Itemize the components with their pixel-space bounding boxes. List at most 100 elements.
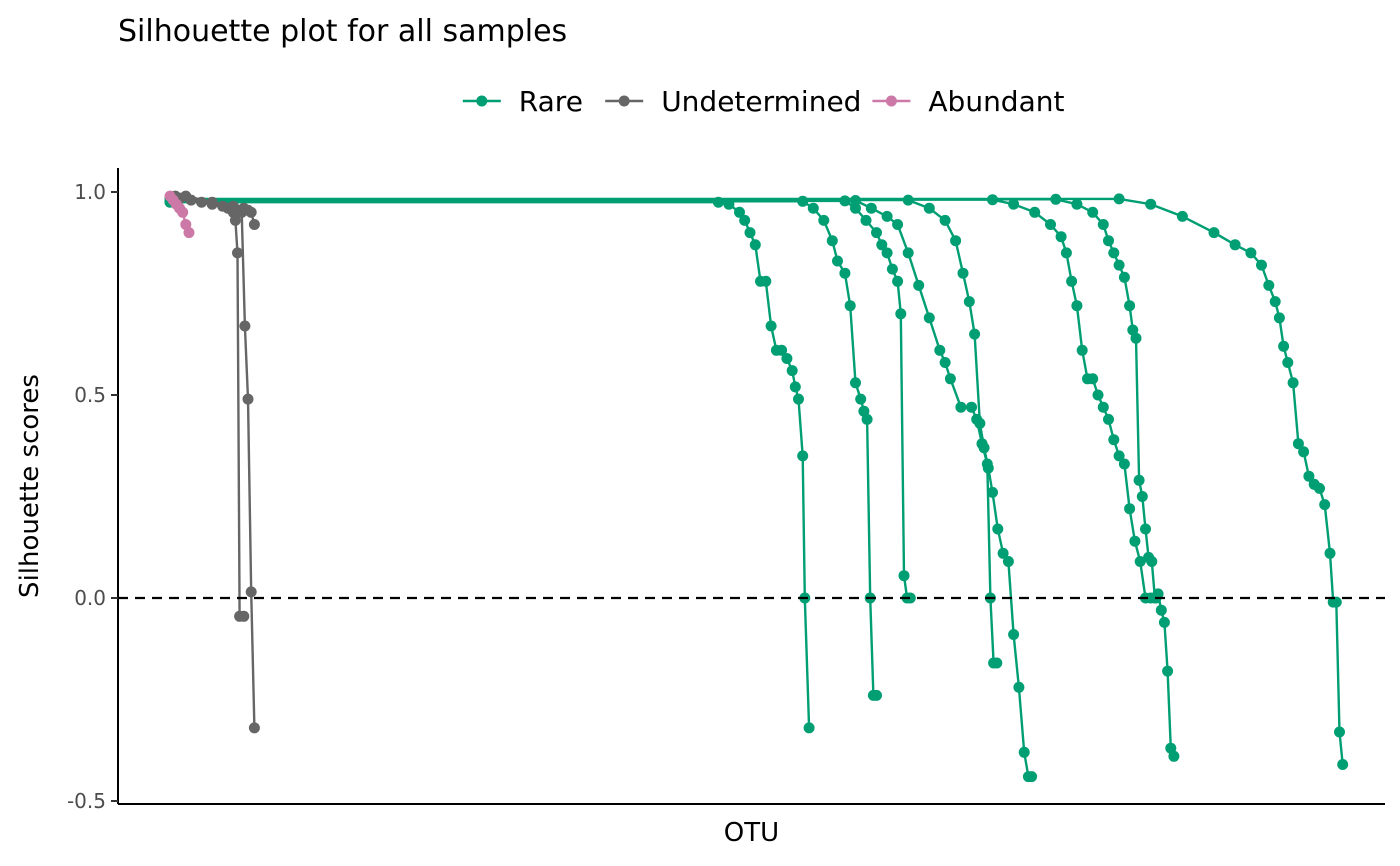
data-point — [739, 214, 751, 226]
data-point — [1071, 300, 1083, 312]
data-point — [1256, 259, 1267, 271]
data-point — [183, 227, 195, 239]
plot-area — [118, 190, 1385, 783]
data-point — [1337, 759, 1349, 770]
y-ticks: -0.5 0.0 0.5 1.0 — [67, 180, 118, 813]
data-point — [1113, 193, 1125, 205]
data-point — [1103, 413, 1114, 425]
data-point — [760, 275, 772, 287]
data-point — [934, 344, 946, 356]
series-undetermined — [169, 190, 260, 734]
data-point — [881, 210, 893, 222]
legend-key-point — [476, 95, 488, 107]
data-point — [1303, 470, 1315, 482]
data-point — [855, 393, 867, 405]
data-point — [1208, 227, 1220, 239]
data-point — [1113, 259, 1125, 271]
data-point — [955, 401, 967, 413]
data-point — [982, 462, 994, 474]
data-point — [939, 214, 951, 226]
data-point — [1124, 503, 1136, 515]
data-point — [923, 312, 935, 324]
legend-item-abundant: Abundant — [872, 85, 1064, 118]
data-point — [861, 413, 873, 425]
data-point — [1097, 401, 1109, 413]
data-point — [232, 247, 243, 259]
data-point — [850, 377, 861, 389]
data-point — [1155, 604, 1167, 616]
data-point — [991, 657, 1003, 669]
data-point — [248, 722, 260, 734]
data-point — [826, 235, 838, 247]
data-point — [895, 308, 907, 320]
legend-key-point — [618, 95, 630, 107]
data-point — [978, 442, 990, 454]
data-point — [776, 344, 788, 356]
data-point — [245, 206, 257, 218]
data-point — [1245, 247, 1257, 259]
data-point — [177, 206, 189, 218]
series-line — [170, 200, 811, 728]
data-point — [789, 381, 801, 393]
y-tick-label: 0.0 — [74, 586, 106, 610]
data-point — [1136, 491, 1148, 502]
series-line — [180, 196, 256, 728]
data-point — [1278, 340, 1290, 352]
data-point — [876, 239, 888, 251]
data-point — [1229, 239, 1241, 251]
data-point — [248, 219, 260, 230]
data-point — [749, 239, 761, 251]
data-point — [997, 547, 1009, 559]
y-axis-title: Silhouette scores — [15, 374, 45, 598]
axes: -0.5 0.0 0.5 1.0 — [67, 168, 1385, 813]
series-abundant — [164, 190, 195, 239]
data-point — [1092, 389, 1104, 401]
data-point — [832, 255, 843, 267]
data-point — [1108, 434, 1120, 446]
data-point — [1129, 535, 1141, 547]
data-point — [1269, 296, 1281, 308]
data-point — [1118, 458, 1130, 470]
data-point — [1134, 556, 1146, 567]
data-point — [1071, 198, 1083, 210]
data-point — [987, 486, 998, 498]
legend-label: Undetermined — [661, 85, 861, 118]
data-point — [860, 214, 872, 226]
data-point — [1292, 438, 1304, 450]
data-point — [1324, 547, 1336, 559]
legend-label: Abundant — [928, 85, 1064, 118]
data-point — [206, 196, 218, 208]
data-point — [803, 722, 815, 734]
data-point — [881, 247, 893, 259]
data-point — [969, 328, 981, 340]
data-point — [1133, 474, 1145, 486]
series-layer — [164, 190, 1349, 783]
data-point — [1045, 219, 1056, 230]
data-point — [892, 219, 904, 230]
data-point — [1066, 275, 1078, 287]
series-rare — [164, 193, 1349, 783]
data-point — [227, 200, 239, 212]
data-point — [1060, 247, 1072, 259]
data-point — [1118, 271, 1130, 283]
data-point — [898, 570, 910, 582]
data-point — [180, 190, 192, 202]
data-point — [245, 586, 257, 598]
chart-title: Silhouette plot for all samples — [118, 14, 567, 49]
data-point — [1330, 596, 1342, 608]
data-point — [944, 373, 956, 385]
data-point — [1334, 726, 1345, 738]
data-point — [734, 206, 745, 218]
data-point — [793, 393, 804, 405]
data-point — [786, 365, 798, 377]
data-point — [902, 247, 914, 259]
legend-key-point — [885, 95, 897, 107]
data-point — [904, 592, 916, 604]
data-point — [797, 450, 809, 462]
series-line — [170, 198, 1156, 600]
data-point — [1146, 556, 1158, 567]
data-point — [865, 202, 877, 214]
data-point — [239, 320, 251, 332]
data-point — [818, 214, 830, 226]
data-point — [1002, 556, 1014, 567]
